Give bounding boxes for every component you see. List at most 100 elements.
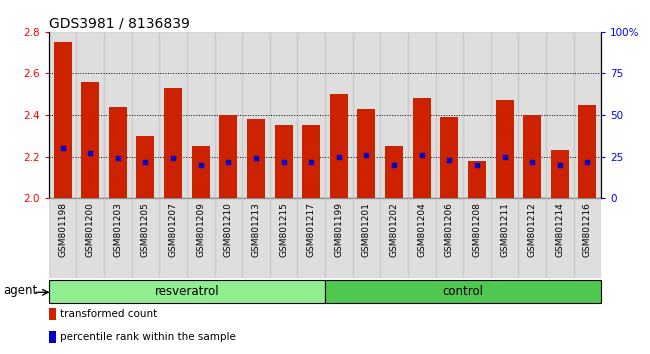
Point xyxy=(168,155,178,161)
Bar xyxy=(192,146,210,198)
Bar xyxy=(358,109,376,198)
Bar xyxy=(408,198,436,278)
Bar xyxy=(49,331,56,343)
Point xyxy=(85,150,96,156)
Point xyxy=(389,162,399,168)
Text: GDS3981 / 8136839: GDS3981 / 8136839 xyxy=(49,17,190,31)
Bar xyxy=(302,125,320,198)
Bar xyxy=(247,119,265,198)
Text: GSM801215: GSM801215 xyxy=(279,202,288,257)
Point xyxy=(251,155,261,161)
Text: GSM801217: GSM801217 xyxy=(307,202,316,257)
Text: agent: agent xyxy=(3,284,37,297)
Text: GSM801209: GSM801209 xyxy=(196,202,205,257)
Bar xyxy=(270,32,298,198)
Text: GSM801205: GSM801205 xyxy=(141,202,150,257)
Text: GSM801202: GSM801202 xyxy=(389,202,398,257)
Point xyxy=(472,162,482,168)
Text: GSM801206: GSM801206 xyxy=(445,202,454,257)
Point xyxy=(112,155,123,161)
Point xyxy=(361,152,372,158)
Bar xyxy=(298,198,325,278)
Text: GSM801203: GSM801203 xyxy=(113,202,122,257)
Text: GSM801198: GSM801198 xyxy=(58,202,67,257)
Bar xyxy=(77,32,104,198)
Bar xyxy=(519,198,546,278)
Bar xyxy=(131,32,159,198)
Bar xyxy=(578,105,597,198)
Bar xyxy=(131,198,159,278)
Bar xyxy=(546,32,573,198)
Text: GSM801204: GSM801204 xyxy=(417,202,426,257)
Bar xyxy=(214,198,242,278)
Bar xyxy=(463,198,491,278)
Bar xyxy=(49,280,325,303)
Text: percentile rank within the sample: percentile rank within the sample xyxy=(60,332,236,342)
Bar xyxy=(440,117,458,198)
Text: GSM801207: GSM801207 xyxy=(168,202,177,257)
Bar xyxy=(49,32,77,198)
Bar xyxy=(546,198,573,278)
Point xyxy=(306,159,317,165)
Bar xyxy=(81,82,99,198)
Text: GSM801208: GSM801208 xyxy=(473,202,482,257)
Bar xyxy=(109,107,127,198)
Bar xyxy=(136,136,155,198)
Bar xyxy=(380,32,408,198)
Bar xyxy=(385,146,403,198)
Bar xyxy=(214,32,242,198)
Text: GSM801200: GSM801200 xyxy=(86,202,95,257)
Bar xyxy=(270,198,298,278)
Bar xyxy=(468,161,486,198)
Point xyxy=(333,154,344,159)
Bar xyxy=(573,32,601,198)
Bar xyxy=(104,32,131,198)
Bar xyxy=(380,198,408,278)
Bar xyxy=(573,198,601,278)
Text: GSM801214: GSM801214 xyxy=(555,202,564,257)
Point xyxy=(223,159,233,165)
Bar xyxy=(77,198,104,278)
Bar xyxy=(325,280,601,303)
Bar xyxy=(352,198,380,278)
Bar xyxy=(159,198,187,278)
Point xyxy=(554,162,565,168)
Bar xyxy=(53,42,72,198)
Bar xyxy=(274,125,292,198)
Bar xyxy=(491,198,519,278)
Bar xyxy=(436,198,463,278)
Bar xyxy=(325,32,352,198)
Bar xyxy=(413,98,431,198)
Point xyxy=(196,162,206,168)
Point xyxy=(140,159,151,165)
Bar xyxy=(242,198,270,278)
Bar xyxy=(104,198,131,278)
Point xyxy=(527,159,538,165)
Bar xyxy=(330,94,348,198)
Bar xyxy=(187,198,214,278)
Point xyxy=(278,159,289,165)
Point xyxy=(57,145,68,151)
Bar xyxy=(436,32,463,198)
Bar xyxy=(519,32,546,198)
Point xyxy=(582,159,593,165)
Point xyxy=(499,154,510,159)
Bar xyxy=(49,198,77,278)
Text: GSM801210: GSM801210 xyxy=(224,202,233,257)
Text: GSM801211: GSM801211 xyxy=(500,202,509,257)
Text: GSM801216: GSM801216 xyxy=(583,202,592,257)
Bar xyxy=(49,308,56,320)
Bar xyxy=(219,115,237,198)
Bar xyxy=(408,32,436,198)
Bar xyxy=(523,115,541,198)
Point xyxy=(444,157,454,163)
Text: transformed count: transformed count xyxy=(60,309,157,319)
Text: GSM801212: GSM801212 xyxy=(528,202,537,257)
Bar xyxy=(551,150,569,198)
Bar xyxy=(491,32,519,198)
Bar xyxy=(463,32,491,198)
Bar xyxy=(352,32,380,198)
Point xyxy=(417,152,427,158)
Bar xyxy=(298,32,325,198)
Text: GSM801199: GSM801199 xyxy=(334,202,343,257)
